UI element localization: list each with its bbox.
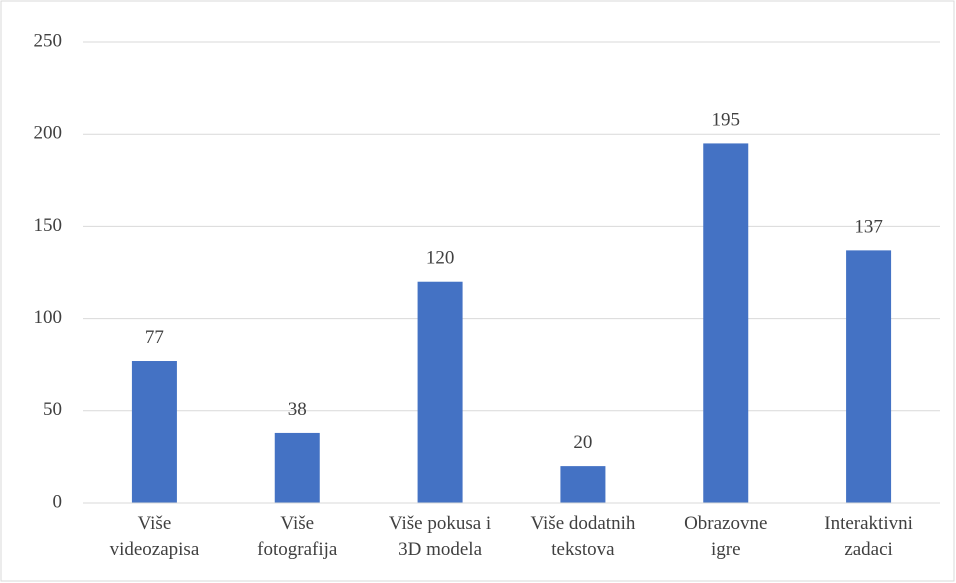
x-tick-label: Više dodatnih tekstova (530, 513, 635, 560)
data-label: 20 (573, 432, 592, 453)
x-tick-label: Interaktivni zadaci (824, 513, 913, 560)
bar (703, 143, 749, 504)
y-tick-label: 250 (34, 30, 63, 51)
bar (417, 281, 463, 503)
data-label: 120 (426, 248, 455, 269)
bar (274, 432, 320, 503)
y-tick-label: 0 (53, 491, 63, 512)
bar (560, 466, 606, 503)
x-tick-label: Više fotografija (257, 513, 338, 560)
data-label: 38 (288, 399, 307, 420)
x-tick-label: Više videozapisa (110, 513, 200, 560)
bar (846, 250, 892, 503)
y-tick-label: 200 (34, 123, 63, 144)
x-tick-label: Više pokusa i 3D modela (389, 513, 491, 560)
bar (131, 361, 177, 503)
data-label: 195 (712, 109, 741, 130)
data-label: 77 (145, 327, 164, 348)
y-tick-label: 150 (34, 215, 63, 236)
y-tick-label: 50 (43, 399, 62, 420)
x-tick-label: Obrazovne igre (684, 513, 767, 560)
y-tick-label: 100 (34, 307, 63, 328)
data-label: 137 (854, 216, 883, 237)
